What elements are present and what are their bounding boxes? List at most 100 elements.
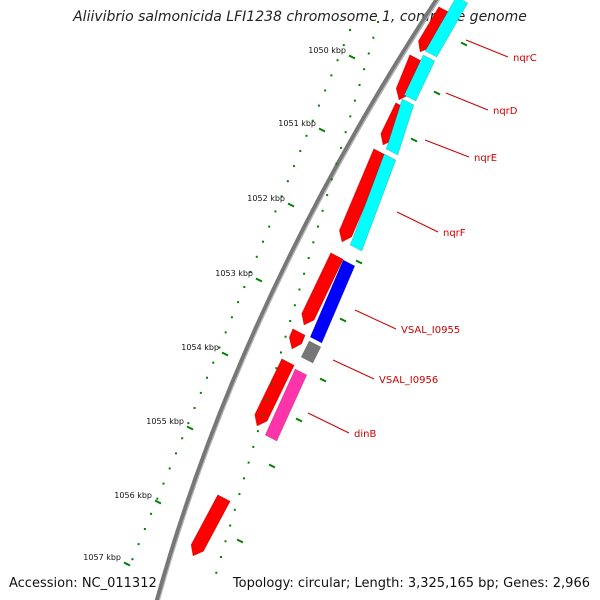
cds-forward-2 <box>395 54 423 101</box>
track-dot-inner <box>367 52 370 55</box>
track-dot-outer <box>212 361 215 364</box>
position-tick-mark <box>355 259 363 265</box>
track-dot-inner <box>344 131 347 134</box>
track-dot-inner <box>266 398 269 401</box>
gene-label-leader <box>424 139 470 158</box>
gene-label-leader <box>307 412 350 434</box>
kbp-tick-mark <box>348 54 356 60</box>
track-dot-inner <box>353 99 356 102</box>
cds-forward-4 <box>338 148 387 243</box>
kbp-tick-mark <box>186 425 194 431</box>
gene-label-leader <box>396 211 439 233</box>
track-dot-inner <box>307 257 310 260</box>
cds-forward-8 <box>190 494 231 557</box>
nqr-gene-2 <box>403 54 436 102</box>
track-dot-inner <box>372 36 375 39</box>
track-dot-outer <box>255 255 258 258</box>
track-dot-inner <box>279 351 282 354</box>
track-dot-outer <box>131 558 134 561</box>
track-dot-inner <box>219 556 222 559</box>
position-tick-mark <box>295 417 303 423</box>
track-dot-inner <box>215 571 218 574</box>
track-dot-outer <box>174 452 177 455</box>
gene-VSAL-I0956 <box>300 340 322 364</box>
position-tick-mark <box>339 317 347 323</box>
cds-forward-7 <box>254 358 295 427</box>
track-dot-inner <box>289 319 292 322</box>
track-dot-inner <box>293 304 296 307</box>
track-dot-outer <box>336 59 339 62</box>
track-dot-outer <box>187 422 190 425</box>
track-dot-outer <box>230 316 233 319</box>
track-dot-outer <box>317 104 320 107</box>
chromosome-backbone-highlight <box>158 0 440 600</box>
track-dot-inner <box>303 272 306 275</box>
kbp-tick-label: 1057 kbp <box>83 553 121 562</box>
gene-label-vsal-i0955: VSAL_I0955 <box>401 325 460 336</box>
track-dot-inner <box>243 477 246 480</box>
track-dot-inner <box>261 414 264 417</box>
track-dot-inner <box>238 493 241 496</box>
track-dot-outer <box>199 391 202 394</box>
track-dot-inner <box>275 367 278 370</box>
kbp-tick-mark <box>287 202 295 208</box>
track-dot-outer <box>342 44 345 47</box>
track-dot-inner <box>312 241 315 244</box>
track-dot-outer <box>150 512 153 515</box>
track-dot-outer <box>143 527 146 530</box>
track-dot-inner <box>224 540 227 543</box>
track-dot-outer <box>268 225 271 228</box>
genome-stats-text: Topology: circular; Length: 3,325,165 bp… <box>232 576 590 591</box>
track-dot-inner <box>321 209 324 212</box>
track-dot-outer <box>280 195 283 198</box>
nqr-gene-3 <box>385 98 415 156</box>
kbp-tick-label: 1054 kbp <box>181 343 219 352</box>
gene-label-leader <box>354 309 397 330</box>
track-dot-inner <box>326 194 329 197</box>
position-tick-mark <box>319 377 327 383</box>
kbp-tick-label: 1055 kbp <box>146 417 184 426</box>
track-dot-inner <box>233 508 236 511</box>
track-dot-outer <box>237 301 240 304</box>
kbp-tick-mark <box>255 277 263 283</box>
position-tick-mark <box>433 90 441 96</box>
track-dot-outer <box>137 543 140 546</box>
track-dot-inner <box>252 445 255 448</box>
track-dot-outer <box>156 497 159 500</box>
track-dot-outer <box>274 210 277 213</box>
gene-label-leader <box>445 92 489 111</box>
track-dot-outer <box>218 346 221 349</box>
gene-label-vsal-i0956: VSAL_I0956 <box>379 375 438 386</box>
track-dot-outer <box>286 180 289 183</box>
position-tick-mark <box>236 538 244 544</box>
kbp-tick-mark <box>123 561 131 567</box>
position-tick-mark <box>268 463 276 469</box>
track-dot-inner <box>335 162 338 165</box>
kbp-tick-label: 1053 kbp <box>215 269 253 278</box>
track-dot-inner <box>330 178 333 181</box>
track-dot-outer <box>181 437 184 440</box>
nqr-gene-1 <box>424 0 469 58</box>
kbp-tick-label: 1056 kbp <box>114 491 152 500</box>
gene-label-leader <box>465 39 509 58</box>
track-dot-inner <box>349 115 352 118</box>
cds-forward-5 <box>301 252 344 326</box>
track-dot-outer <box>299 149 302 152</box>
kbp-tick-label: 1051 kbp <box>278 119 316 128</box>
kbp-tick-mark <box>154 499 162 505</box>
track-dot-outer <box>293 165 296 168</box>
kbp-tick-mark <box>318 127 326 133</box>
gene-label-dinb: dinB <box>354 429 376 440</box>
kbp-tick-label: 1050 kbp <box>308 46 346 55</box>
track-dot-inner <box>358 83 361 86</box>
chromosome-backbone <box>154 0 440 600</box>
track-dot-inner <box>377 21 379 23</box>
gene-label-nqrc: nqrC <box>513 53 537 64</box>
track-dot-outer <box>168 467 171 470</box>
track-dot-outer <box>261 240 264 243</box>
track-dot-outer <box>206 376 209 379</box>
track-dot-inner <box>229 524 232 527</box>
track-dot-outer <box>162 482 165 485</box>
